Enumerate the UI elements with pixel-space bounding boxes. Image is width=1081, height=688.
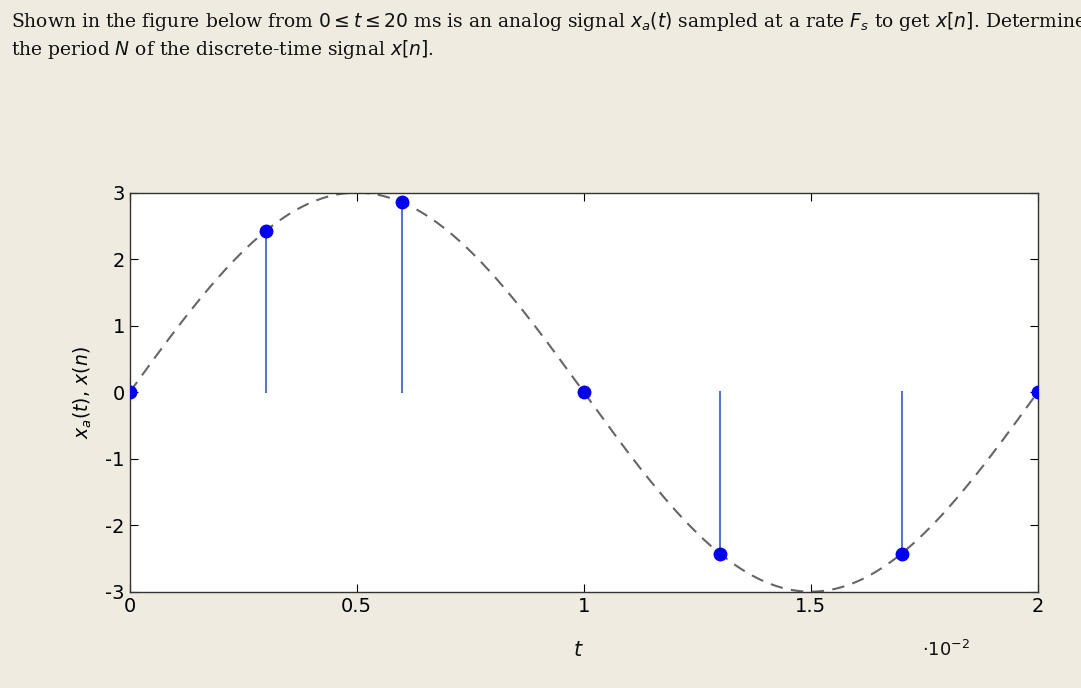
- Point: [1029, 387, 1046, 398]
- Point: [393, 197, 411, 208]
- Point: [711, 548, 729, 559]
- Text: Shown in the figure below from $0 \leq t \leq 20$ ms is an analog signal $x_a(t): Shown in the figure below from $0 \leq t…: [11, 10, 1081, 33]
- Point: [257, 225, 275, 236]
- Y-axis label: $x_a(t),\, x(n)$: $x_a(t),\, x(n)$: [72, 346, 94, 438]
- Point: [575, 387, 592, 398]
- Point: [893, 548, 910, 559]
- Point: [121, 387, 138, 398]
- Text: the period $N$ of the discrete-time signal $x[n]$.: the period $N$ of the discrete-time sign…: [11, 38, 433, 61]
- Text: $t$: $t$: [573, 641, 584, 660]
- Text: $\cdot10^{-2}$: $\cdot10^{-2}$: [922, 640, 970, 660]
